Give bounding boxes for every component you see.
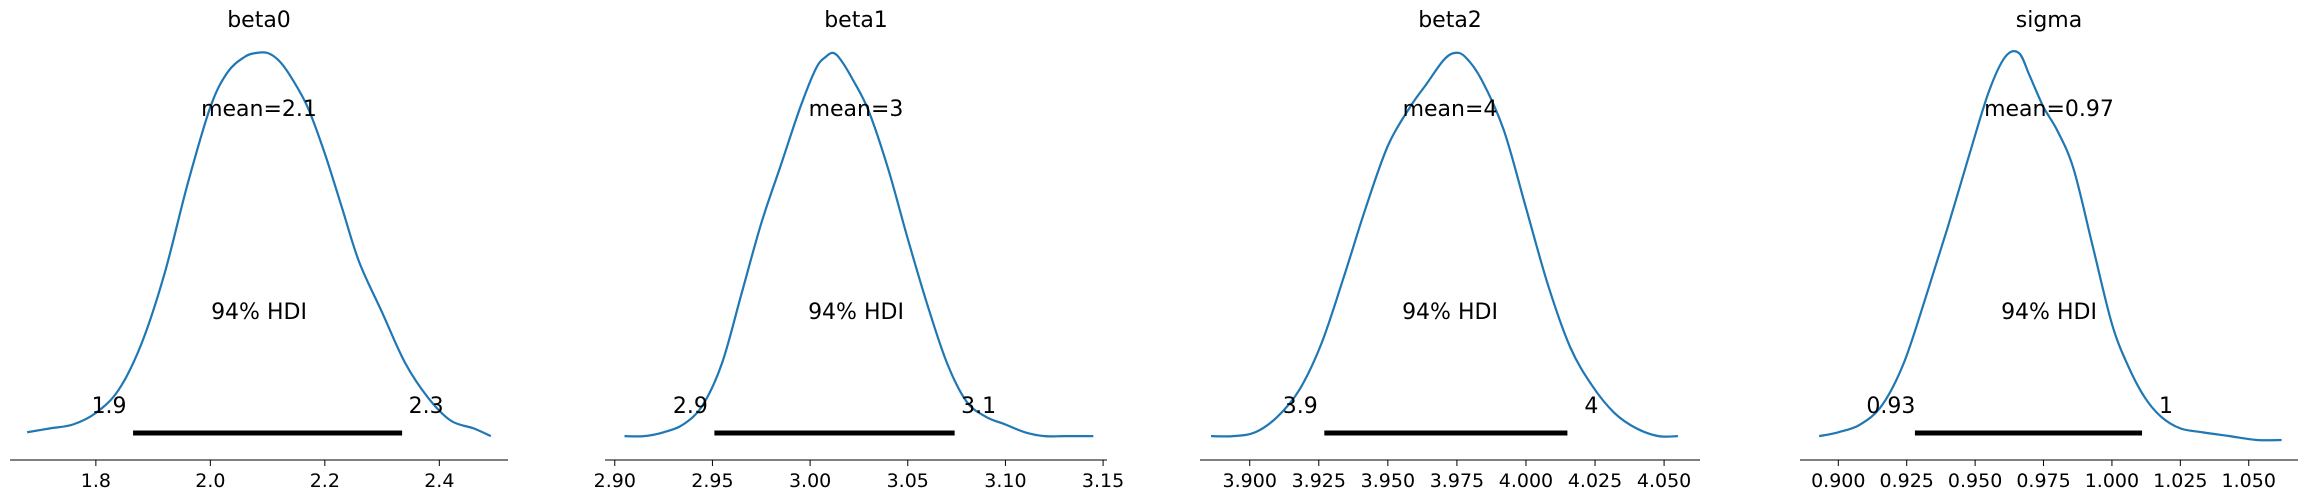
x-tick-label: 2.2 [310, 470, 340, 492]
x-tick-label: 0.975 [2016, 470, 2070, 492]
density-curve [624, 51, 1094, 438]
x-tick-label: 3.00 [789, 470, 831, 492]
panel-title: beta0 [227, 8, 291, 33]
panel-beta2: beta2 mean=4 94% HDI 3.9 4 3.900 3.925 3.950 3.9… [1200, 8, 1700, 492]
x-tick-label: 3.950 [1361, 470, 1415, 492]
mean-label: mean=2.1 [201, 97, 317, 122]
panel-beta0: beta0 mean=2.1 94% HDI 1.9 2.3 1.8 2.0 2.2 2.4 [10, 8, 508, 492]
x-tick-label: 3.10 [984, 470, 1026, 492]
x-tick-label: 4.025 [1568, 470, 1622, 492]
density-curve [1211, 51, 1678, 438]
mean-label: mean=3 [809, 97, 904, 122]
x-tick-label: 3.925 [1292, 470, 1346, 492]
x-tick-label: 4.000 [1499, 470, 1553, 492]
x-tick-label: 3.05 [887, 470, 929, 492]
x-tick-label: 0.925 [1880, 470, 1934, 492]
hdi-low-label: 0.93 [1866, 394, 1915, 419]
hdi-high-label: 3.1 [961, 394, 996, 419]
hdi-low-label: 2.9 [673, 394, 708, 419]
panel-title: beta2 [1418, 8, 1482, 33]
panel-title: sigma [2016, 8, 2082, 33]
hdi-low-label: 1.9 [92, 394, 127, 419]
hdi-label: 94% HDI [211, 300, 307, 325]
x-tick-label: 1.000 [2085, 470, 2139, 492]
panel-sigma: sigma mean=0.97 94% HDI 0.93 1 0.900 0.925 0.95… [1800, 8, 2298, 492]
panel-beta1: beta1 mean=3 94% HDI 2.9 3.1 2.90 2.95 3.00 3.05… [594, 8, 1125, 492]
density-curve [26, 51, 492, 438]
hdi-label: 94% HDI [2001, 300, 2097, 325]
x-tick-label: 1.8 [81, 470, 111, 492]
hdi-label: 94% HDI [808, 300, 904, 325]
x-tick-label: 2.95 [691, 470, 733, 492]
mean-label: mean=4 [1403, 97, 1498, 122]
mean-label: mean=0.97 [1984, 97, 2114, 122]
x-tick-label: 2.90 [594, 470, 636, 492]
x-tick-label: 2.4 [424, 470, 454, 492]
hdi-low-label: 3.9 [1283, 394, 1318, 419]
x-tick-label: 3.975 [1430, 470, 1484, 492]
panel-title: beta1 [824, 8, 888, 33]
hdi-high-label: 4 [1584, 394, 1598, 419]
x-tick-label: 0.950 [1948, 470, 2002, 492]
x-tick-label: 3.900 [1223, 470, 1277, 492]
hdi-high-label: 2.3 [409, 394, 444, 419]
x-tick-label: 2.0 [195, 470, 225, 492]
hdi-high-label: 1 [2159, 394, 2173, 419]
density-curve [1818, 50, 2282, 442]
x-tick-label: 1.050 [2222, 470, 2276, 492]
x-tick-label: 1.025 [2153, 470, 2207, 492]
x-tick-label: 0.900 [1811, 470, 1865, 492]
hdi-label: 94% HDI [1402, 300, 1498, 325]
x-tick-label: 4.050 [1637, 470, 1691, 492]
x-tick-label: 3.15 [1082, 470, 1124, 492]
